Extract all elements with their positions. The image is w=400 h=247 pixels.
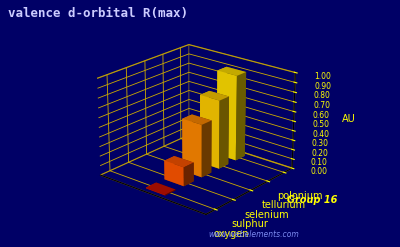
Text: www.webelements.com: www.webelements.com (208, 230, 299, 239)
Text: Group 16: Group 16 (287, 195, 337, 205)
Text: valence d-orbital R(max): valence d-orbital R(max) (8, 7, 188, 21)
